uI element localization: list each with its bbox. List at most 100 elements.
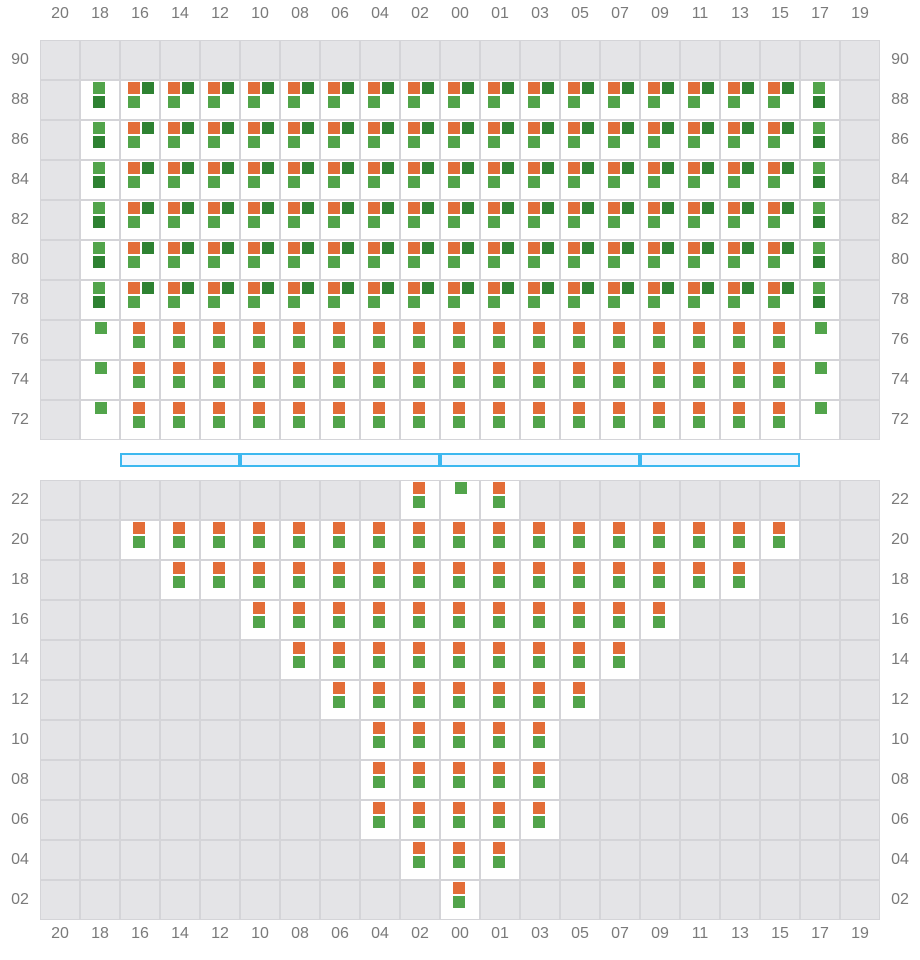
seat-cell[interactable] <box>480 160 520 200</box>
seat-cell[interactable] <box>440 240 480 280</box>
seat-cell[interactable] <box>640 80 680 120</box>
seat-cell[interactable] <box>720 200 760 240</box>
seat-cell[interactable] <box>200 240 240 280</box>
seat-cell[interactable] <box>520 280 560 320</box>
seat-cell[interactable] <box>280 200 320 240</box>
seat-cell[interactable] <box>640 160 680 200</box>
seat-cell[interactable] <box>760 160 800 200</box>
seat-cell[interactable] <box>600 80 640 120</box>
seat-cell[interactable] <box>400 80 440 120</box>
seat-cell[interactable] <box>360 80 400 120</box>
seat-cell[interactable] <box>280 280 320 320</box>
seat-cell[interactable] <box>400 280 440 320</box>
seat-cell[interactable] <box>320 80 360 120</box>
seat-cell[interactable] <box>720 280 760 320</box>
seat-cell[interactable] <box>280 80 320 120</box>
seat-cell[interactable] <box>200 80 240 120</box>
seat-cell[interactable] <box>320 120 360 160</box>
seat-cell[interactable] <box>520 240 560 280</box>
seat-cell[interactable] <box>240 280 280 320</box>
seat-cell[interactable] <box>440 480 480 520</box>
seat-cell[interactable] <box>520 200 560 240</box>
seat-cell[interactable] <box>280 120 320 160</box>
seat-cell[interactable] <box>160 160 200 200</box>
seat-cell[interactable] <box>200 120 240 160</box>
seat-cell[interactable] <box>200 200 240 240</box>
seat-cell[interactable] <box>440 160 480 200</box>
seat-cell[interactable] <box>520 120 560 160</box>
seat-cell[interactable] <box>560 280 600 320</box>
seat-cell[interactable] <box>240 120 280 160</box>
seat-cell[interactable] <box>760 120 800 160</box>
seat-cell[interactable] <box>600 200 640 240</box>
seat-cell[interactable] <box>200 280 240 320</box>
seat-cell[interactable] <box>760 80 800 120</box>
seat-cell[interactable] <box>680 240 720 280</box>
seat-cell[interactable] <box>320 280 360 320</box>
seat-cell[interactable] <box>520 160 560 200</box>
seat-cell[interactable] <box>680 280 720 320</box>
seat-cell[interactable] <box>360 120 400 160</box>
seat-cell[interactable] <box>560 240 600 280</box>
seat-cell[interactable] <box>440 80 480 120</box>
seat-cell[interactable] <box>640 280 680 320</box>
seat-cell[interactable] <box>120 200 160 240</box>
seat-cell[interactable] <box>600 120 640 160</box>
seat-cell[interactable] <box>120 160 160 200</box>
seat-cell[interactable] <box>640 200 680 240</box>
seat-cell[interactable] <box>400 120 440 160</box>
seat-cell[interactable] <box>680 120 720 160</box>
seat-cell[interactable] <box>760 200 800 240</box>
seat-cell[interactable] <box>120 120 160 160</box>
seat-cell[interactable] <box>160 200 200 240</box>
seat-cell[interactable] <box>280 160 320 200</box>
seat-cell[interactable] <box>480 240 520 280</box>
seat-cell[interactable] <box>360 200 400 240</box>
seat-cell[interactable] <box>680 160 720 200</box>
seat-cell[interactable] <box>720 160 760 200</box>
seat-cell[interactable] <box>560 80 600 120</box>
seat-cell[interactable] <box>280 240 320 280</box>
seat-cell[interactable] <box>400 160 440 200</box>
seat-cell[interactable] <box>480 120 520 160</box>
seat-cell[interactable] <box>360 160 400 200</box>
seat-cell[interactable] <box>160 120 200 160</box>
seat-cell[interactable] <box>240 80 280 120</box>
seat-cell[interactable] <box>120 280 160 320</box>
seat-cell[interactable] <box>560 200 600 240</box>
seat-cell[interactable] <box>400 200 440 240</box>
seat-cell[interactable] <box>760 240 800 280</box>
seat-cell[interactable] <box>720 240 760 280</box>
seat-cell[interactable] <box>320 160 360 200</box>
seat-cell[interactable] <box>320 240 360 280</box>
seat-cell[interactable] <box>120 240 160 280</box>
seat-cell[interactable] <box>240 240 280 280</box>
seat-cell[interactable] <box>560 120 600 160</box>
seat-cell[interactable] <box>640 240 680 280</box>
seat-cell[interactable] <box>400 240 440 280</box>
seat-cell[interactable] <box>440 200 480 240</box>
seat-cell[interactable] <box>760 280 800 320</box>
seat-cell[interactable] <box>600 280 640 320</box>
seat-cell[interactable] <box>680 200 720 240</box>
seat-cell[interactable] <box>360 240 400 280</box>
seat-cell[interactable] <box>240 200 280 240</box>
seat-cell[interactable] <box>160 80 200 120</box>
seat-cell[interactable] <box>360 280 400 320</box>
seat-cell[interactable] <box>360 560 400 600</box>
seat-cell[interactable] <box>480 280 520 320</box>
seat-cell[interactable] <box>440 120 480 160</box>
seat-cell[interactable] <box>240 160 280 200</box>
seat-cell[interactable] <box>120 80 160 120</box>
seat-cell[interactable] <box>520 80 560 120</box>
seat-cell[interactable] <box>320 200 360 240</box>
seat-cell[interactable] <box>640 120 680 160</box>
seat-cell[interactable] <box>480 80 520 120</box>
seat-cell[interactable] <box>600 160 640 200</box>
seat-cell[interactable] <box>480 200 520 240</box>
seat-cell[interactable] <box>160 240 200 280</box>
seat-cell[interactable] <box>200 160 240 200</box>
seat-cell[interactable] <box>600 240 640 280</box>
seat-cell[interactable] <box>440 280 480 320</box>
seat-cell[interactable] <box>160 280 200 320</box>
